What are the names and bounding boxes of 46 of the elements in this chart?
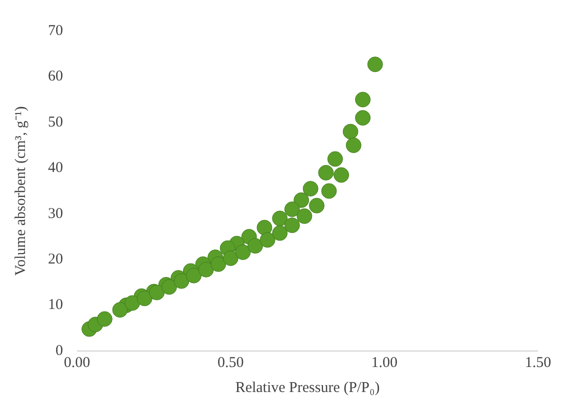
point: [248, 238, 264, 254]
point: [334, 167, 350, 183]
point: [355, 110, 371, 126]
point: [318, 164, 334, 180]
point: [284, 202, 300, 218]
y-tick-label: 70: [48, 22, 63, 39]
point: [302, 180, 318, 196]
point: [272, 225, 288, 241]
point: [222, 250, 238, 266]
x-tick-label: 0.50: [218, 354, 244, 371]
point: [174, 273, 190, 289]
point: [272, 210, 288, 226]
y-tick-label: 0: [56, 342, 63, 359]
point: [210, 256, 226, 272]
x-tick-label: 0.00: [64, 354, 90, 371]
point: [308, 198, 324, 214]
x-tick-label: 1.00: [371, 354, 398, 371]
point: [367, 56, 383, 72]
point: [260, 232, 276, 248]
y-tick-label: 50: [48, 114, 63, 130]
point: [294, 192, 310, 208]
point: [161, 279, 177, 295]
y-tick-label: 20: [48, 252, 63, 268]
point: [355, 92, 371, 108]
y-tick-label: 30: [48, 206, 63, 222]
x-tick-label: 1.50: [524, 354, 552, 371]
y-tick-label: 10: [48, 297, 63, 314]
x-axis-title: Relative Pressure (P/P₀): [235, 380, 380, 396]
point: [235, 244, 251, 260]
point: [124, 295, 140, 311]
point: [96, 311, 112, 327]
point: [284, 218, 300, 234]
point: [149, 284, 165, 300]
point: [321, 183, 337, 199]
point: [327, 151, 343, 167]
point: [346, 138, 362, 154]
point: [256, 220, 272, 236]
point: [342, 124, 358, 140]
point: [112, 302, 128, 318]
point: [136, 290, 152, 306]
y-tick-label: 60: [48, 68, 63, 85]
y-axis-title: Volume absorbent (cm³, g⁻¹): [12, 106, 29, 276]
y-tick-label: 40: [48, 160, 63, 176]
point: [296, 208, 312, 224]
point: [186, 268, 202, 284]
point: [198, 262, 214, 278]
